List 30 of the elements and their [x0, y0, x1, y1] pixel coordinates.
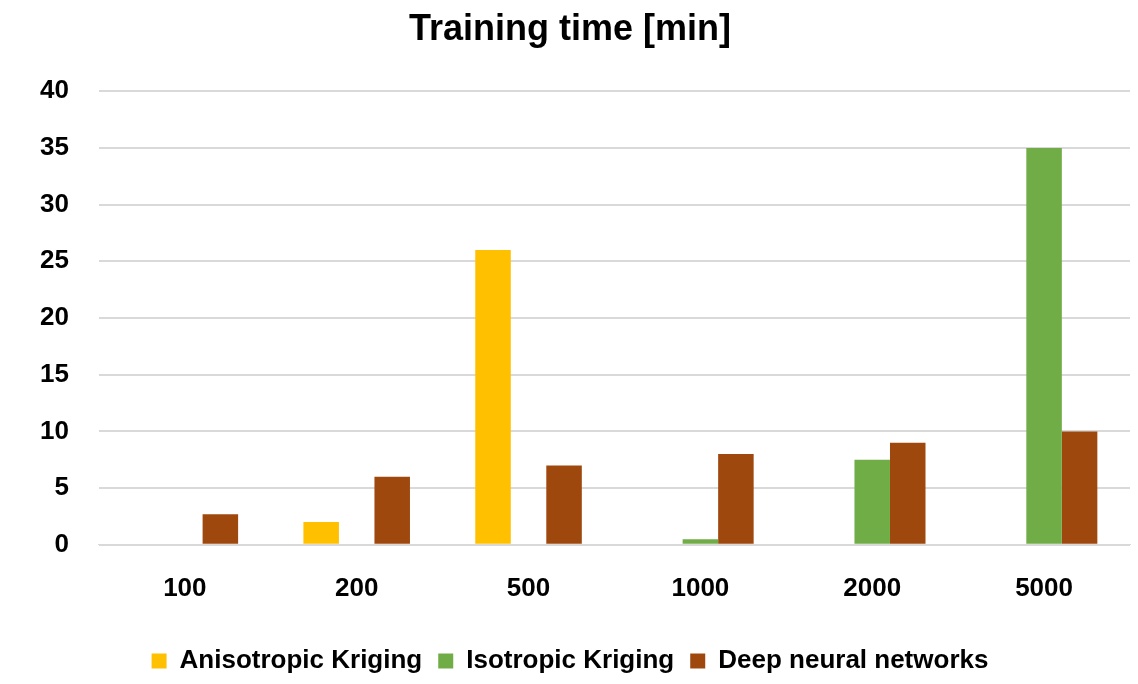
x-tick-label: 200 [334, 571, 379, 602]
chart-title: Training time [min] [408, 6, 732, 48]
y-tick-label: 10 [40, 414, 69, 445]
y-tick-label: 25 [40, 244, 69, 275]
y-tick-label: 5 [54, 471, 69, 502]
bar [682, 539, 719, 544]
x-tick-label: 100 [163, 571, 207, 602]
bar [202, 514, 239, 544]
bar [854, 459, 890, 544]
x-tick-label: 5000 [1015, 571, 1073, 602]
y-tick-label: 15 [40, 357, 69, 388]
bar [718, 454, 754, 544]
bar [303, 522, 339, 544]
y-tick-label: 0 [54, 527, 69, 558]
y-tick-label: 35 [40, 131, 69, 162]
x-tick-label: 2000 [843, 571, 902, 602]
y-tick-label: 20 [40, 301, 69, 332]
bar [374, 476, 410, 544]
x-tick-label: 1000 [671, 571, 730, 602]
legend-label: Deep neural networks [718, 644, 989, 675]
y-tick-label: 30 [40, 187, 69, 218]
legend-label: Anisotropic Kriging [179, 644, 423, 675]
x-tick-label: 500 [506, 571, 551, 602]
bar [1026, 147, 1062, 544]
bar [1061, 431, 1098, 544]
bar [546, 465, 582, 544]
y-tick-label: 40 [40, 74, 69, 105]
bar [475, 249, 511, 544]
legend-label: Isotropic Kriging [466, 644, 675, 675]
bar [889, 442, 926, 544]
